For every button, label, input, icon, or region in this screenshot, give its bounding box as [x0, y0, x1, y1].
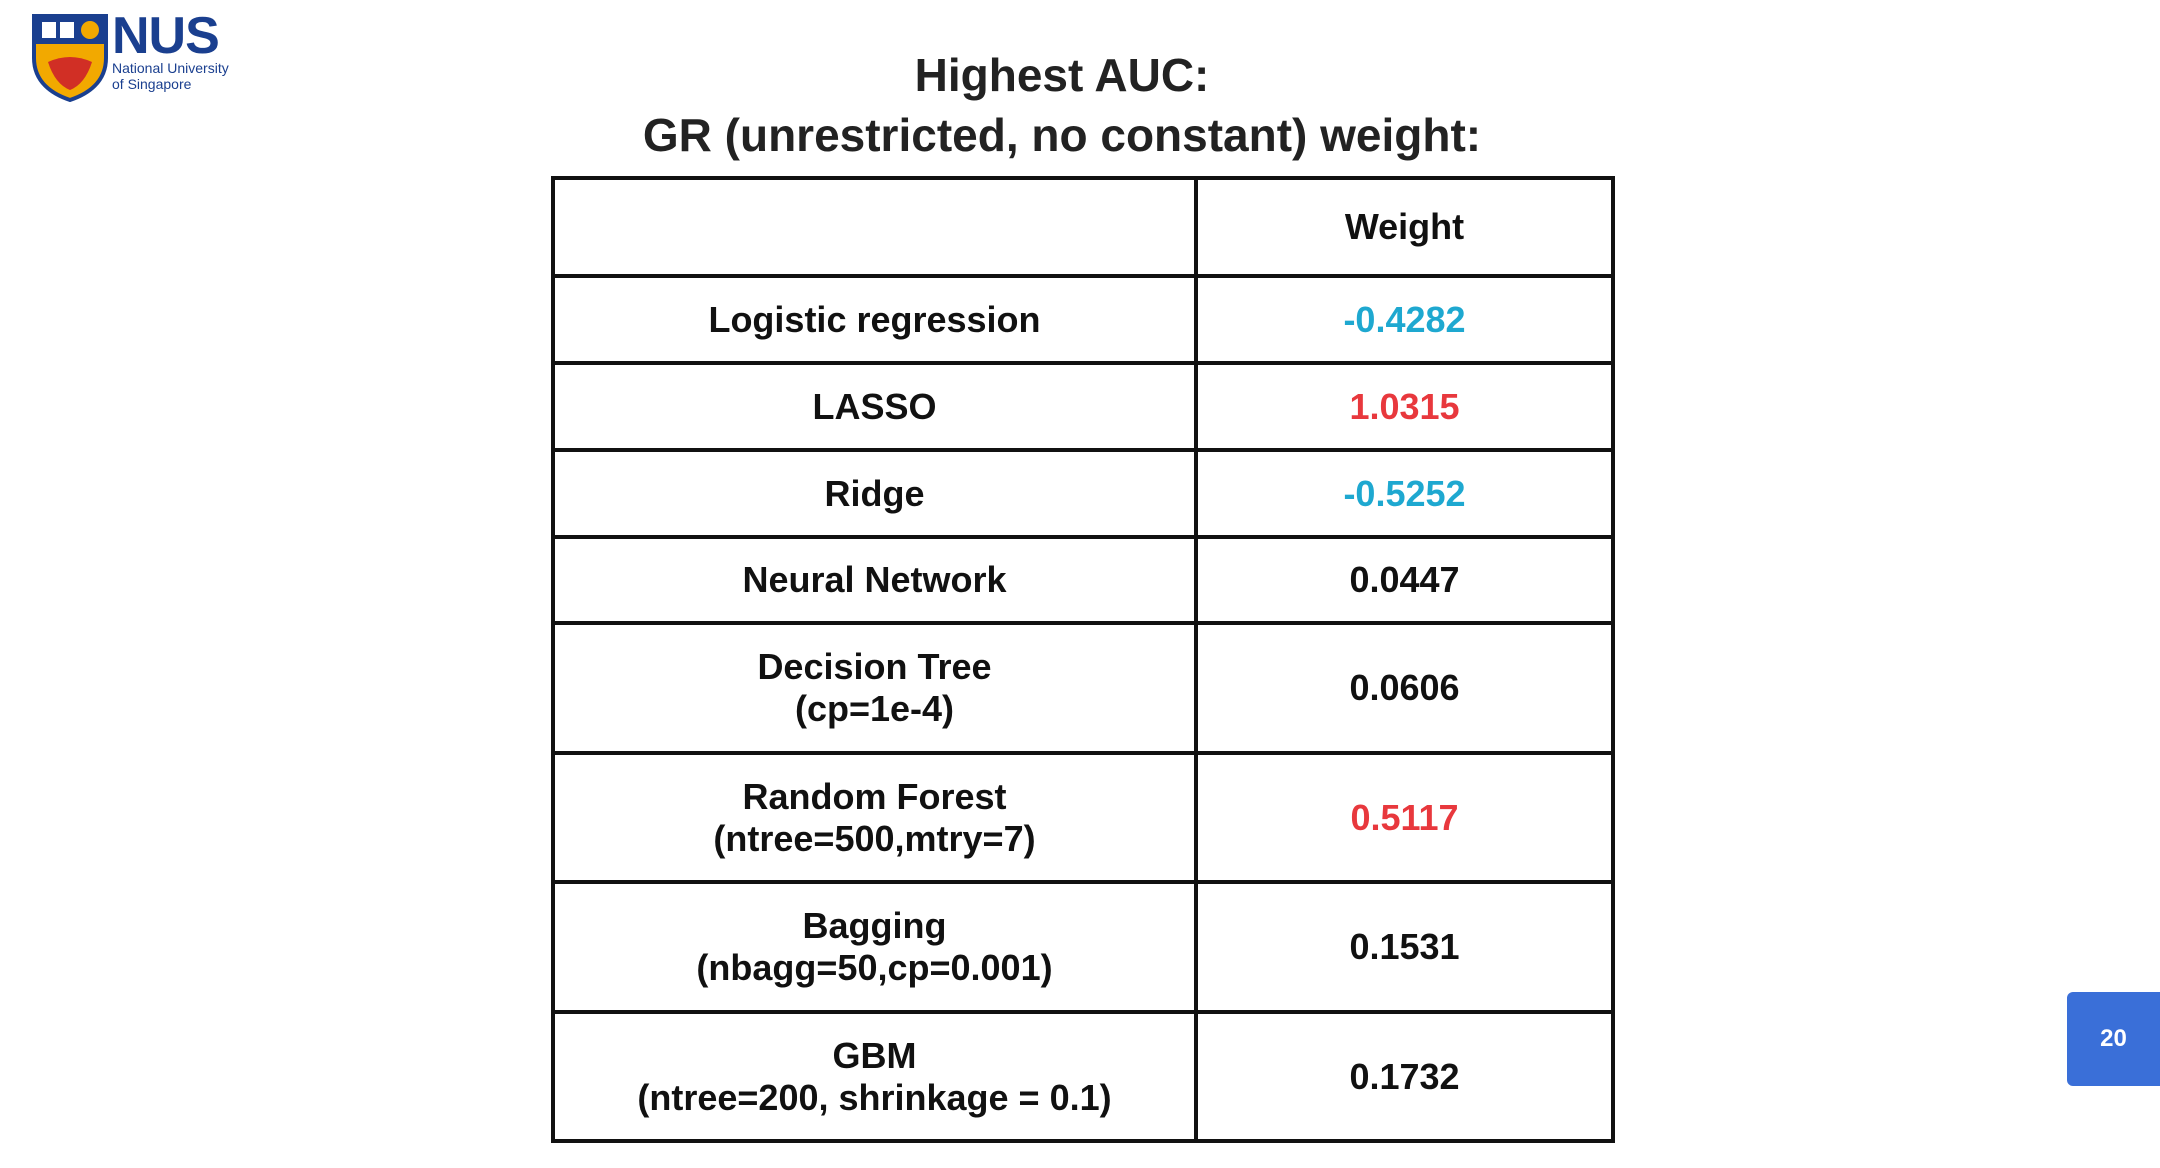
weight-cell: 0.0447 [1194, 535, 1615, 625]
weight-cell: 1.0315 [1194, 361, 1615, 452]
title-line: GR (unrestricted, no constant) weight: [642, 109, 1482, 161]
model-name: Random Forest [742, 775, 1007, 817]
model-cell: Random Forest (ntree=500,mtry=7) [551, 751, 1198, 884]
model-name: (cp=1e-4) [794, 688, 955, 729]
weight-value: 0.1531 [1349, 926, 1460, 967]
model-cell: GBM (ntree=200, shrinkage = 0.1) [551, 1010, 1198, 1143]
weight-value: 0.0447 [1349, 559, 1460, 600]
weight-cell: -0.4282 [1194, 274, 1615, 365]
model-name: Decision Tree [757, 646, 992, 687]
model-name: (ntree=500,mtry=7) [713, 817, 1036, 859]
logo-crest [32, 14, 108, 102]
page-number: 20 [2067, 992, 2160, 1086]
weight-cell: 0.0606 [1194, 621, 1615, 755]
model-name: GBM [832, 1034, 917, 1076]
logo-line: of Singapore [112, 76, 192, 92]
model-cell: LASSO [551, 361, 1198, 452]
model-cell: Logistic regression [551, 274, 1198, 365]
model-name: (ntree=200, shrinkage = 0.1) [637, 1076, 1112, 1118]
header-cell [551, 176, 1198, 278]
title-line: Highest AUC: [914, 49, 1210, 101]
model-name: Logistic regression [708, 298, 1041, 340]
weight-value: 0.1732 [1349, 1055, 1460, 1097]
model-name: (nbagg=50,cp=0.001) [696, 947, 1053, 988]
weight-value: 0.0606 [1349, 667, 1460, 708]
model-cell: Ridge [551, 448, 1198, 539]
header-cell: Weight [1194, 176, 1615, 278]
weight-cell: 0.1732 [1194, 1010, 1615, 1143]
logo-subtitle: National University of Singapore [112, 60, 229, 92]
weight-cell: 0.1531 [1194, 880, 1615, 1014]
header-text: Weight [1344, 206, 1465, 247]
model-cell: Neural Network [551, 535, 1198, 625]
model-name: Bagging [802, 905, 947, 946]
weight-value: 0.5117 [1350, 796, 1459, 838]
model-cell: Decision Tree (cp=1e-4) [551, 621, 1198, 755]
weight-value: 1.0315 [1349, 385, 1460, 427]
model-name: Ridge [824, 472, 925, 514]
weight-cell: -0.5252 [1194, 448, 1615, 539]
weight-value: -0.4282 [1343, 298, 1466, 340]
logo-line: National University [112, 60, 229, 76]
model-cell: Bagging (nbagg=50,cp=0.001) [551, 880, 1198, 1014]
weight-cell: 0.5117 [1194, 751, 1615, 884]
logo-name: NUS [112, 7, 220, 65]
model-name: Neural Network [742, 559, 1007, 600]
model-name: LASSO [812, 385, 937, 427]
weight-value: -0.5252 [1343, 472, 1466, 514]
